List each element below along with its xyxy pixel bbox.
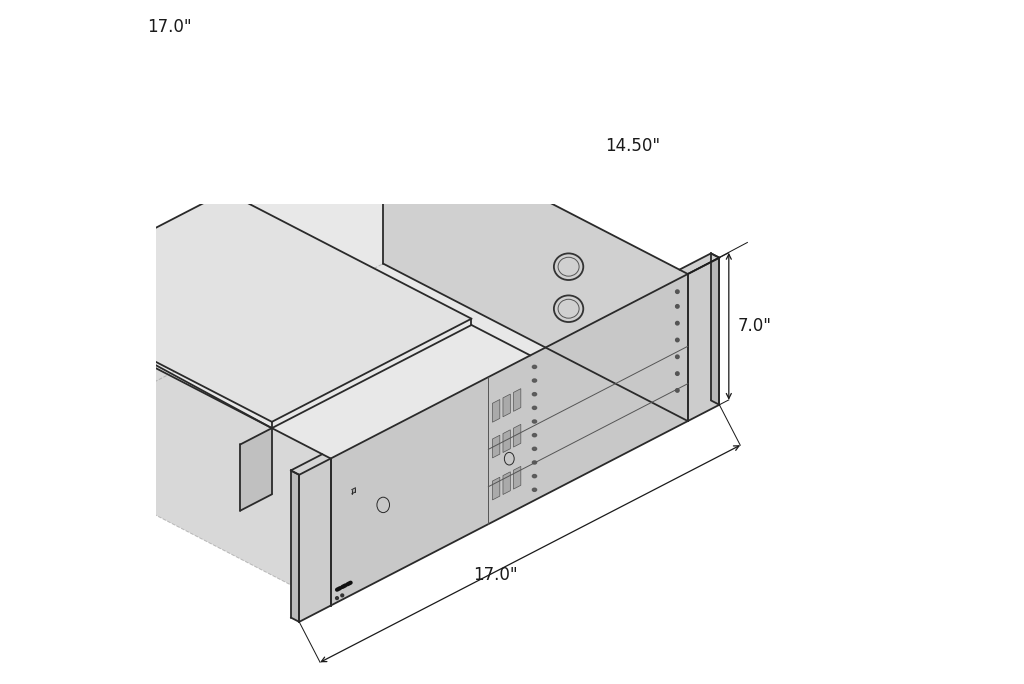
Ellipse shape [532, 447, 537, 450]
Ellipse shape [532, 406, 537, 410]
Polygon shape [291, 454, 331, 475]
Ellipse shape [532, 420, 537, 423]
Polygon shape [26, 116, 688, 458]
Text: 17.0": 17.0" [147, 18, 191, 36]
Polygon shape [680, 253, 720, 274]
Polygon shape [513, 424, 521, 447]
Polygon shape [688, 258, 720, 421]
Circle shape [676, 290, 679, 293]
Polygon shape [241, 428, 272, 510]
Ellipse shape [532, 488, 537, 491]
Polygon shape [291, 471, 299, 622]
Polygon shape [513, 466, 521, 489]
Circle shape [676, 304, 679, 308]
Text: 17.0": 17.0" [473, 566, 517, 584]
Ellipse shape [532, 393, 537, 396]
Polygon shape [493, 399, 500, 422]
Polygon shape [26, 301, 331, 605]
Polygon shape [711, 253, 720, 405]
Circle shape [341, 594, 344, 597]
Ellipse shape [532, 475, 537, 477]
Polygon shape [351, 488, 355, 494]
Circle shape [336, 596, 338, 599]
Ellipse shape [532, 434, 537, 437]
Ellipse shape [532, 365, 537, 369]
Ellipse shape [532, 379, 537, 382]
Polygon shape [503, 472, 510, 495]
Polygon shape [299, 458, 331, 622]
Polygon shape [26, 192, 471, 422]
Polygon shape [503, 394, 510, 417]
Polygon shape [513, 389, 521, 411]
Polygon shape [383, 116, 688, 421]
Polygon shape [493, 435, 500, 458]
Text: 14.50": 14.50" [605, 137, 660, 155]
Circle shape [676, 372, 679, 376]
Polygon shape [331, 274, 688, 605]
Circle shape [676, 321, 679, 325]
Polygon shape [493, 477, 500, 500]
Ellipse shape [532, 461, 537, 464]
Circle shape [676, 355, 679, 358]
Text: 7.0": 7.0" [737, 317, 771, 335]
Circle shape [676, 389, 679, 392]
Circle shape [676, 339, 679, 342]
Polygon shape [503, 430, 510, 453]
